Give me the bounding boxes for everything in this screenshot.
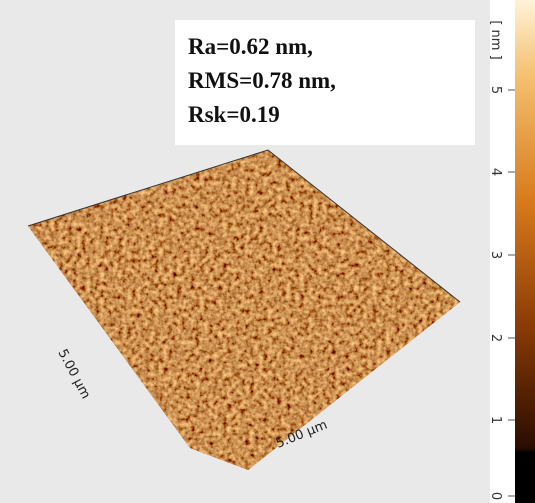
annotation-line: Rsk=0.19 xyxy=(188,102,280,127)
colorbar xyxy=(515,0,535,503)
colorbar-unit: [ nm ] xyxy=(488,20,503,59)
colorbar-tick-label: 2 xyxy=(488,334,503,342)
colorbar-tick-label: 1 xyxy=(488,416,503,424)
afm-figure: Ra=0.62 nm, RMS=0.78 nm, Rsk=0.19 5.00 µ… xyxy=(0,0,535,503)
colorbar-tick-label: 3 xyxy=(488,251,503,259)
annotation-line: Ra=0.62 nm, xyxy=(188,34,313,59)
colorbar-tick-label: 5 xyxy=(488,86,503,94)
annotation-line: RMS=0.78 nm, xyxy=(188,68,336,93)
colorbar-tick-label: 0 xyxy=(488,492,503,500)
colorbar-tick-label: 4 xyxy=(488,168,503,176)
